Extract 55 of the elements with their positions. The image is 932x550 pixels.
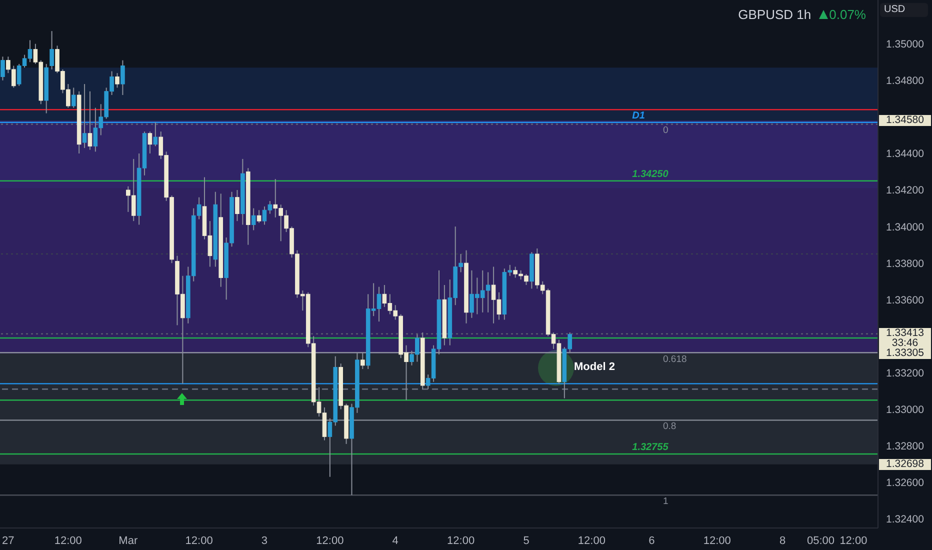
x-tick-label: 12:00 <box>840 534 868 547</box>
candlestick <box>148 131 152 154</box>
x-tick-label: 12:00 <box>185 534 213 547</box>
x-tick-label: 27 <box>2 534 14 547</box>
candlestick <box>153 122 158 147</box>
y-tick-label: 1.33200 <box>886 367 924 380</box>
y-tick-label: 1.33800 <box>886 258 924 270</box>
y-tick-label: 1.32600 <box>886 477 924 490</box>
y-tick-label: 1.32800 <box>886 440 924 453</box>
x-tick-label: Mar <box>118 534 138 547</box>
x-tick-label: 3 <box>261 534 268 547</box>
y-tick-label: 1.33000 <box>886 404 924 416</box>
x-tick-label: 4 <box>392 534 398 547</box>
y-tick-label: 1.34800 <box>886 75 924 88</box>
y-tick-label: 1.32400 <box>886 514 924 526</box>
ref-line-label: D1 <box>632 110 646 122</box>
y-tick-label: 1.34000 <box>886 221 924 234</box>
candlestick <box>235 190 240 222</box>
y-tick-label: 1.35000 <box>886 38 924 51</box>
x-tick-label: 12:00 <box>54 534 82 547</box>
candlestick <box>256 210 262 224</box>
x-tick-label: 12:00 <box>316 534 344 547</box>
annotation: Model 2 <box>574 361 615 373</box>
annotation: 1 <box>663 496 668 508</box>
x-tick-label: 05:00 <box>806 534 835 547</box>
x-tick-label: 12:00 <box>578 534 606 547</box>
x-tick-label: 6 <box>648 534 655 547</box>
text: 1.33413 <box>879 327 931 340</box>
text: 1.32698 <box>879 458 931 470</box>
y-tick-label: 1.34200 <box>886 184 924 197</box>
x-tick-label: 12:00 <box>447 534 475 547</box>
y-tick-label: 1.33600 <box>886 294 924 306</box>
candlestick <box>71 87 76 108</box>
candlestick <box>251 208 256 231</box>
candlestick <box>50 30 54 70</box>
text: 0.07% <box>829 7 866 22</box>
annotation: 0.8 <box>663 421 676 432</box>
text: 33:46 <box>879 337 931 350</box>
x-tick-label: 12:00 <box>703 534 731 547</box>
annotation: 0 <box>663 125 668 136</box>
text: GBPUSD 1h <box>738 7 812 22</box>
ref-line-label: 1.34250 <box>632 168 669 180</box>
x-tick-label: 5 <box>523 534 530 547</box>
text: 1.34580 <box>879 114 931 126</box>
text: USD <box>880 3 928 17</box>
candlestick <box>115 72 120 88</box>
y-tick-label: 1.34400 <box>886 148 924 160</box>
candlestick <box>120 60 125 96</box>
candlestick <box>82 84 87 148</box>
text: 1.33305 <box>879 347 931 360</box>
candlestick <box>0 56 5 81</box>
ref-line-label: 1.32755 <box>632 442 669 454</box>
candlestick <box>88 90 92 150</box>
x-tick-label: 8 <box>780 534 786 547</box>
annotation: 0.618 <box>663 354 687 365</box>
